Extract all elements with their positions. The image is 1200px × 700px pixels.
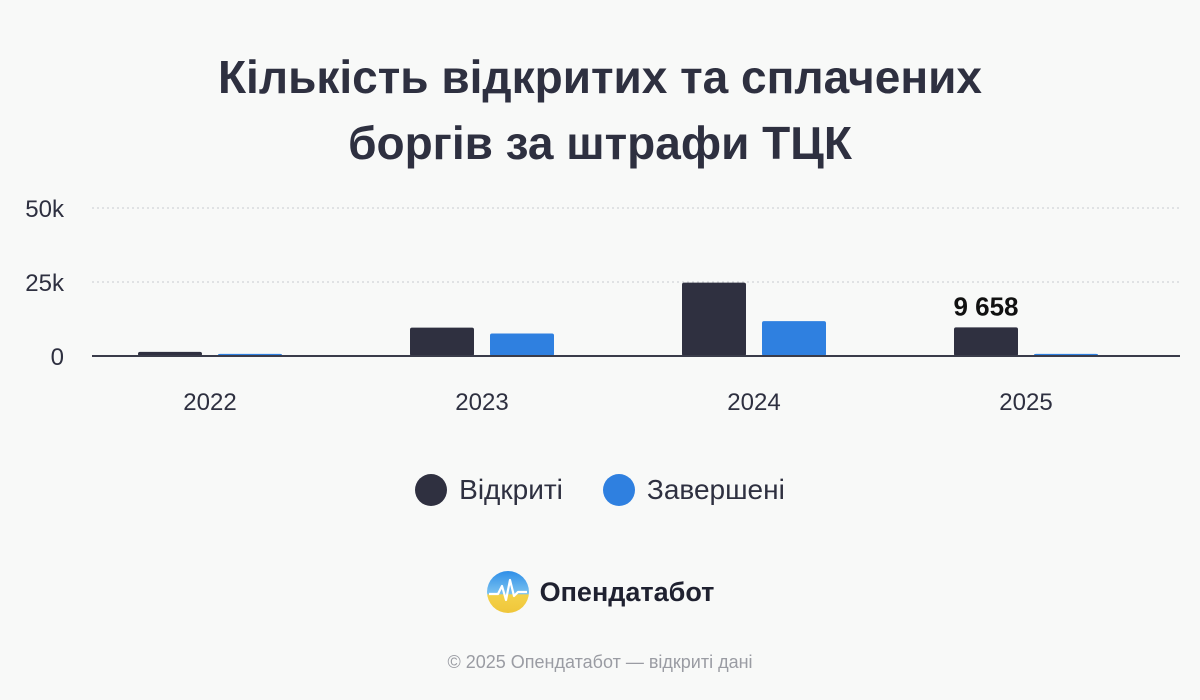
y-tick-label: 25k bbox=[25, 270, 65, 297]
bar bbox=[954, 327, 1018, 356]
bar bbox=[762, 321, 826, 356]
legend-item-completed: Завершені bbox=[602, 474, 785, 506]
x-tick-label: 2024 bbox=[727, 389, 780, 416]
legend: Відкриті Завершені bbox=[0, 474, 1200, 506]
legend-label-opened: Відкриті bbox=[459, 474, 563, 505]
chart-title-line-1: Кількість відкритих та сплачених bbox=[217, 51, 982, 103]
bar bbox=[490, 333, 554, 356]
x-tick-label: 2022 bbox=[183, 389, 236, 416]
brand-name: Опендатабот bbox=[539, 576, 715, 607]
bar-chart: 0 25k 50k 2022 2023 2024 9 658 2025 bbox=[25, 196, 1180, 416]
footer-copyright: © 2025 Опендатабот — відкриті дані bbox=[447, 652, 753, 672]
chart-title: Кількість відкритих та сплачених боргів … bbox=[0, 44, 1200, 176]
legend-label-completed: Завершені bbox=[646, 474, 785, 505]
legend-swatch-opened bbox=[415, 474, 448, 506]
brand: Опендатабот bbox=[0, 570, 1200, 614]
x-tick-label: 2023 bbox=[455, 389, 508, 416]
bar bbox=[682, 282, 746, 356]
legend-item-opened: Відкриті bbox=[415, 474, 563, 506]
opendatabot-logo-icon bbox=[486, 571, 529, 613]
x-tick-label: 2025 bbox=[999, 389, 1052, 416]
y-tick-label: 0 bbox=[51, 344, 64, 371]
data-label: 9 658 bbox=[953, 291, 1018, 321]
legend-swatch-completed bbox=[602, 474, 635, 506]
chart-title-line-2: боргів за штрафи ТЦК bbox=[348, 117, 852, 169]
y-tick-label: 50k bbox=[25, 196, 65, 223]
bar bbox=[410, 327, 474, 356]
bar bbox=[138, 351, 202, 356]
